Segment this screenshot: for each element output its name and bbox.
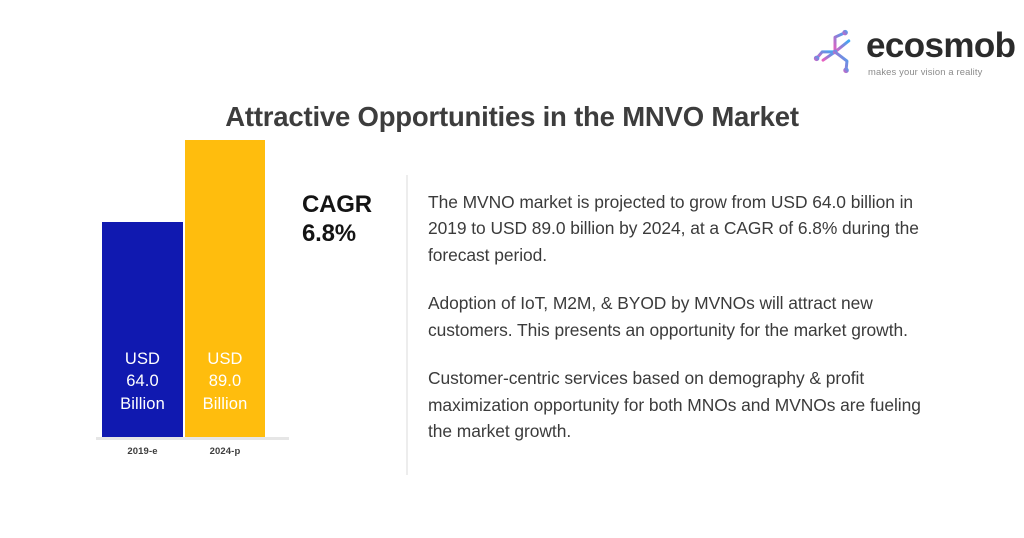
x-tick-2019-e: 2019-e bbox=[127, 446, 158, 457]
page-title: Attractive Opportunities in the MNVO Mar… bbox=[225, 101, 799, 132]
bar-2019-e[interactable]: USD 64.0 Billion bbox=[102, 222, 183, 437]
bar-label-line-2: 89.0 bbox=[208, 372, 242, 391]
bar-label-line-1: USD bbox=[124, 349, 161, 368]
bar-label-line-3: Billion bbox=[120, 394, 165, 413]
chart-x-axis-labels: 2019-e 2024-p bbox=[88, 446, 298, 462]
bar-label-line-1: USD bbox=[207, 349, 243, 368]
bar-2024-p[interactable]: USD 89.0 Billion bbox=[185, 140, 265, 437]
chart-plot-area: USD 64.0 Billion USD 89.0 Billion 2019-e… bbox=[88, 140, 298, 470]
ecosmob-molecule-icon bbox=[813, 29, 851, 74]
cagr-callout: CAGR 6.8% bbox=[302, 190, 397, 249]
bar-chart: USD 64.0 Billion USD 89.0 Billion 2019-e… bbox=[88, 140, 298, 495]
cagr-value: 6.8% bbox=[302, 220, 356, 248]
brand-logo[interactable]: ecosmob makes your vision a reality bbox=[812, 22, 1016, 80]
bar-label-line-3: Billion bbox=[202, 394, 248, 413]
x-tick-2024-p: 2024-p bbox=[209, 446, 241, 457]
logo-name: ecosmob bbox=[866, 25, 1016, 65]
logo-wordmark: ecosmob makes your vision a reality bbox=[866, 25, 1016, 77]
cagr-label: CAGR bbox=[302, 191, 372, 218]
bar-value-label: USD 89.0 Billion bbox=[203, 348, 248, 415]
logo-tagline: makes your vision a reality bbox=[868, 65, 983, 77]
vertical-divider bbox=[406, 175, 408, 475]
description-panel: The MVNO market is projected to grow fro… bbox=[428, 189, 928, 445]
chart-axis-baseline bbox=[96, 437, 289, 440]
paragraph-2: Adoption of IoT, M2M, & BYOD by MVNOs wi… bbox=[428, 293, 908, 340]
paragraph-1: The MVNO market is projected to grow fro… bbox=[428, 192, 919, 265]
bar-value-label: USD 64.0 Billion bbox=[120, 348, 165, 415]
paragraph-3: Customer-centric services based on demog… bbox=[428, 368, 921, 442]
bar-label-line-2: 64.0 bbox=[126, 372, 159, 391]
